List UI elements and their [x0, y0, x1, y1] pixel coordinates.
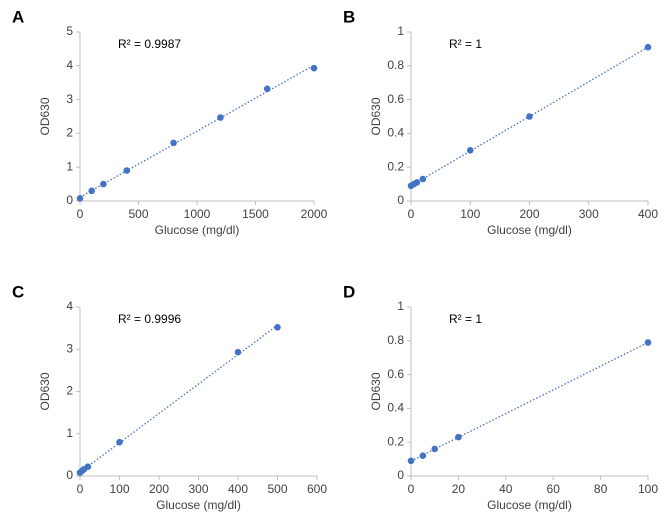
data-point: [263, 85, 271, 93]
trendline: [79, 64, 315, 198]
x-tick-label: 300: [188, 482, 208, 496]
y-tick-label: 0: [66, 468, 73, 482]
y-tick-label: 0.4: [387, 401, 404, 415]
data-point: [526, 113, 533, 120]
data-point: [419, 175, 427, 183]
data-point: [100, 180, 107, 188]
panel-label: A: [12, 7, 24, 26]
y-tick-label: 0: [66, 193, 73, 207]
r-squared: R² = 0.9987: [118, 37, 181, 51]
y-tick-label: 0.8: [387, 333, 404, 347]
r-squared: R² = 1: [449, 312, 482, 326]
y-tick-label: 5: [66, 24, 73, 38]
trendline: [410, 341, 649, 462]
x-tick-label: 200: [149, 482, 169, 496]
y-tick-label: 0: [397, 193, 404, 207]
x-tick-label: 0: [77, 207, 84, 221]
y-tick-label: 1: [66, 426, 73, 440]
y-tick-label: 2: [66, 384, 73, 398]
data-point: [170, 139, 177, 147]
x-tick-label: 600: [307, 482, 327, 496]
r-squared: R² = 1: [449, 37, 482, 51]
x-tick-label: 20: [452, 482, 466, 496]
x-tick-label: 1500: [242, 207, 269, 221]
x-tick-label: 1000: [184, 207, 211, 221]
y-tick-label: 0.6: [387, 367, 404, 381]
panel-label: C: [12, 282, 24, 301]
x-tick-label: 80: [594, 482, 608, 496]
x-tick-label: 0: [408, 482, 415, 496]
x-tick-label: 200: [519, 207, 539, 221]
y-axis-label: OD630: [38, 97, 52, 135]
data-point: [234, 348, 242, 356]
x-tick-label: 40: [499, 482, 513, 496]
data-point: [644, 43, 652, 51]
data-point: [413, 179, 421, 186]
y-axis-label: OD630: [369, 372, 383, 410]
x-tick-label: 400: [228, 482, 248, 496]
y-axis-label: OD630: [38, 372, 52, 410]
x-tick-label: 300: [579, 207, 599, 221]
y-tick-label: 1: [397, 299, 404, 313]
data-point: [431, 445, 439, 453]
x-axis-label: Glucose (mg/dl): [155, 223, 240, 237]
x-tick-label: 100: [109, 482, 129, 496]
y-tick-label: 2: [66, 126, 73, 140]
x-tick-label: 2000: [301, 207, 328, 221]
x-axis-label: Glucose (mg/dl): [487, 498, 572, 512]
x-axis-label: Glucose (mg/dl): [487, 223, 572, 237]
data-point: [455, 433, 462, 441]
panel-label: B: [343, 7, 355, 26]
y-tick-label: 0.2: [387, 434, 404, 448]
x-tick-label: 400: [638, 207, 658, 221]
data-point: [466, 147, 474, 154]
y-tick-label: 0.8: [387, 58, 404, 72]
x-tick-label: 60: [547, 482, 561, 496]
x-tick-label: 100: [460, 207, 480, 221]
y-tick-label: 0.4: [387, 126, 404, 140]
x-tick-label: 500: [128, 207, 148, 221]
x-tick-label: 0: [408, 207, 415, 221]
data-point: [217, 114, 224, 121]
data-point: [310, 64, 318, 72]
y-axis-label: OD630: [369, 97, 383, 135]
data-point: [274, 323, 281, 331]
y-tick-label: 0.2: [387, 159, 404, 173]
data-point: [88, 187, 95, 195]
x-tick-label: 500: [267, 482, 287, 496]
data-point: [644, 339, 652, 346]
x-axis-label: Glucose (mg/dl): [156, 498, 241, 512]
y-tick-label: 4: [66, 58, 73, 72]
panel-label: D: [343, 282, 355, 301]
y-tick-label: 0: [397, 468, 404, 482]
y-tick-label: 4: [66, 299, 73, 313]
trendline: [79, 324, 278, 473]
y-tick-label: 1: [66, 159, 73, 173]
data-point: [116, 438, 123, 446]
y-tick-label: 1: [397, 24, 404, 38]
x-tick-label: 0: [77, 482, 84, 496]
r-squared: R² = 0.9996: [118, 312, 181, 326]
data-point: [407, 457, 415, 465]
y-tick-label: 3: [66, 92, 73, 106]
data-point: [76, 194, 84, 202]
data-point: [123, 167, 131, 174]
y-tick-label: 0.6: [387, 92, 404, 106]
data-point: [419, 452, 427, 460]
y-tick-label: 3: [66, 341, 73, 355]
x-tick-label: 100: [638, 482, 658, 496]
data-point: [84, 463, 92, 471]
